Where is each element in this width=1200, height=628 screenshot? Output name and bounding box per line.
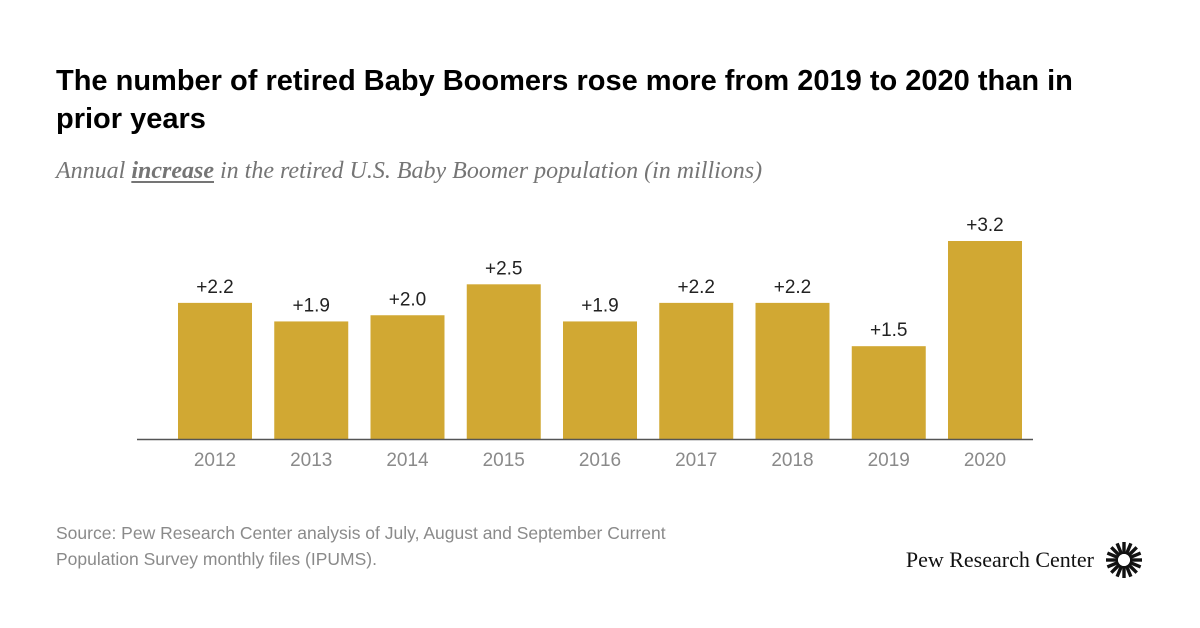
- logo-ray: [1124, 564, 1133, 578]
- logo-ray: [1124, 542, 1133, 556]
- x-tick-label-2012: 2012: [194, 450, 236, 471]
- brand-name: Pew Research Center: [905, 547, 1094, 572]
- value-label-2013: +1.9: [292, 295, 330, 316]
- value-label-2019: +1.5: [870, 320, 908, 341]
- x-tick-label-2017: 2017: [675, 450, 717, 471]
- logo-ray: [1110, 546, 1121, 557]
- value-label-2018: +2.2: [774, 277, 812, 298]
- bar-2015: [466, 284, 541, 439]
- bar-2020: [948, 241, 1022, 439]
- x-tick-label-2020: 2020: [964, 450, 1006, 471]
- chart-title: The number of retired Baby Boomers rose …: [56, 65, 1073, 135]
- x-tick-label-2013: 2013: [290, 450, 332, 471]
- bar-2016: [563, 321, 637, 439]
- subtitle-lead: Annual: [56, 158, 132, 184]
- value-label-2017: +2.2: [677, 277, 715, 298]
- source-note: Source: Pew Research Center analysis of …: [56, 520, 856, 572]
- bar-chart: +2.2 +1.9 +2.0 +2.5 +1.9 +2.2 +2.2 +1.5 +3.2 201…: [137, 215, 1033, 471]
- x-tick-label-2015: 2015: [483, 450, 525, 471]
- value-label-2015: +2.5: [485, 258, 523, 279]
- source-line-2: Population Survey monthly files (IPUMS).: [56, 549, 377, 569]
- logo-ray: [1128, 551, 1142, 560]
- pew-sunburst-icon: [1106, 542, 1142, 578]
- value-label-2016: +1.9: [581, 295, 619, 316]
- logo-ray: [1110, 563, 1121, 574]
- value-label-2020: +3.2: [966, 215, 1004, 236]
- chart-subtitle: Annual increase in the retired U.S. Baby…: [56, 155, 1146, 187]
- bars-group: [178, 241, 1022, 439]
- subtitle-tail: in the retired U.S. Baby Boomer populati…: [213, 158, 763, 184]
- value-label-2014: +2.0: [389, 289, 427, 310]
- logo-ray: [1127, 546, 1138, 557]
- brand: Pew Research Center: [906, 540, 1144, 580]
- bar-2013: [274, 321, 349, 439]
- bar-2017: [659, 302, 734, 439]
- logo-ray: [1115, 542, 1124, 556]
- bar-2014: [370, 315, 445, 439]
- bar-2012: [178, 302, 252, 439]
- logo-ray: [1128, 560, 1142, 569]
- value-label-2012: +2.2: [196, 277, 234, 298]
- logo-ray: [1127, 563, 1138, 574]
- x-tick-label-2019: 2019: [868, 450, 910, 471]
- subtitle-emphasis: increase: [131, 158, 214, 184]
- source-line-1: Source: Pew Research Center analysis of …: [56, 523, 666, 543]
- x-tick-label-2014: 2014: [386, 450, 429, 471]
- value-labels-group: +2.2 +1.9 +2.0 +2.5 +1.9 +2.2 +2.2 +1.5 +3.2: [196, 215, 1004, 341]
- x-tick-label-2016: 2016: [579, 450, 621, 471]
- x-tick-label-2018: 2018: [771, 450, 813, 471]
- logo-ray: [1106, 560, 1120, 569]
- logo-ray: [1106, 551, 1120, 560]
- bar-2019: [851, 346, 926, 439]
- logo-ray: [1115, 564, 1124, 578]
- bar-2018: [755, 302, 830, 439]
- x-tick-labels-group: 2012 2013 2014 2015 2016 2017 2018 2019 2020: [194, 450, 1006, 471]
